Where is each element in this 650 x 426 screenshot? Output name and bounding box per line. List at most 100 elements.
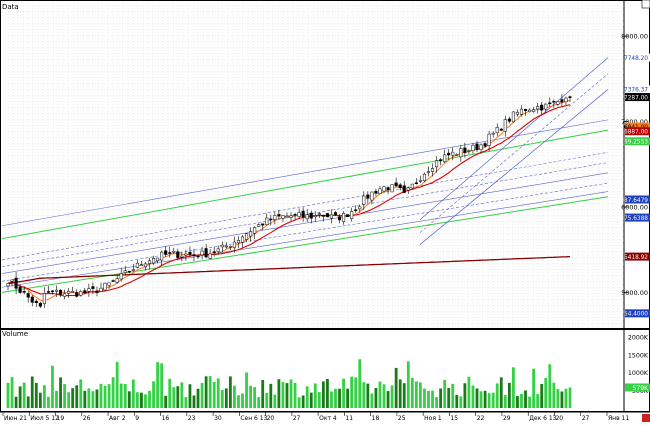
candle-body <box>370 191 374 201</box>
volume-bar <box>382 384 386 408</box>
candle-body <box>75 292 79 297</box>
candle-body <box>228 246 232 248</box>
candle-body <box>329 214 334 219</box>
volume-bar <box>38 392 42 408</box>
candle-body <box>38 302 42 307</box>
volume-bar <box>26 396 30 408</box>
candle-body <box>184 253 188 256</box>
volume-bar <box>390 385 394 408</box>
candle-body <box>378 188 382 194</box>
price-tag-label: 7287.00 <box>624 95 648 101</box>
candle-body <box>67 290 71 294</box>
volume-bar <box>196 388 200 408</box>
volume-bar <box>131 379 135 408</box>
candle-body <box>556 101 560 105</box>
candle-body <box>253 227 257 234</box>
candle-body <box>435 160 439 168</box>
candle-body <box>568 96 572 98</box>
candle-body <box>487 133 491 146</box>
volume-bar <box>10 377 14 408</box>
candle-body <box>281 215 285 219</box>
volume-bar <box>378 381 382 408</box>
price-tag <box>625 195 650 204</box>
volume-tag-label: 579K <box>633 385 649 392</box>
channel-line-steep <box>419 57 609 221</box>
x-tick-label: Авг 2 <box>109 415 126 422</box>
candle-body <box>528 109 532 113</box>
volume-bar <box>208 376 212 408</box>
x-tick-label: 22 <box>477 415 485 422</box>
volume-bar <box>135 392 139 408</box>
volume-bar <box>87 388 91 408</box>
volume-bar <box>253 387 257 408</box>
volume-bar <box>475 388 479 408</box>
candle-body <box>172 251 176 253</box>
volume-bar <box>144 394 147 408</box>
volume-bar <box>386 391 390 408</box>
x-tick-label: 16 <box>162 415 170 422</box>
candle-body <box>325 213 329 218</box>
candle-body <box>208 253 212 259</box>
volume-bar <box>200 382 204 408</box>
candle-body <box>95 290 99 293</box>
volume-bar <box>338 388 341 408</box>
volume-bar <box>423 388 426 408</box>
volume-bar <box>34 382 38 408</box>
candle-body <box>273 215 277 220</box>
candle-body <box>499 128 503 131</box>
trend-lines <box>1 57 609 293</box>
candle-body <box>236 240 241 244</box>
volume-bar <box>511 367 515 408</box>
candle-body <box>406 187 410 191</box>
candle-body <box>50 290 55 293</box>
candle-body <box>147 260 152 264</box>
candle-body <box>317 213 321 215</box>
candle-body <box>91 286 95 289</box>
volume-bar <box>168 378 172 408</box>
price-tag-label: 6769.2553 <box>617 140 649 146</box>
volume-bar <box>548 364 552 408</box>
candle-body <box>309 212 313 219</box>
candle-body <box>14 277 18 289</box>
candle-body <box>350 211 354 220</box>
candle-body <box>495 127 499 133</box>
volume-bar <box>71 388 75 408</box>
x-tick-label: Окт 4 <box>319 415 337 422</box>
x-tick-label: 30 <box>214 415 222 422</box>
volume-bar <box>350 376 354 408</box>
volume-bar <box>540 383 544 408</box>
volume-bar <box>127 391 131 408</box>
volume-bar <box>362 382 366 408</box>
volume-bar <box>14 396 18 408</box>
candle-body <box>386 187 390 191</box>
candle-body <box>269 218 273 221</box>
volume-bar <box>148 390 151 408</box>
volume-bar <box>471 385 475 408</box>
volume-bar <box>91 391 95 408</box>
price-tag <box>625 93 650 102</box>
candle-body <box>180 255 184 258</box>
price-tag <box>625 213 650 222</box>
volume-bar <box>184 397 188 408</box>
volume-bar <box>59 377 62 408</box>
volume-bar <box>366 383 370 408</box>
candle-body <box>289 215 293 218</box>
volume-tick-label: 1500K <box>628 352 649 359</box>
price-tag <box>625 309 650 318</box>
volume-bar <box>79 379 83 408</box>
volume-bar <box>30 376 34 408</box>
volume-bar <box>188 384 192 408</box>
volume-bar <box>479 391 483 408</box>
volume-bar <box>342 378 345 408</box>
volume-bar <box>524 390 527 408</box>
candle-body <box>34 300 38 303</box>
candle-body <box>519 108 524 115</box>
candle-body <box>87 288 91 292</box>
volume-bar <box>463 383 467 408</box>
x-tick-label: Ноя 1 <box>424 415 442 422</box>
volume-bar <box>552 382 556 408</box>
volume-bar <box>95 389 99 408</box>
candle-body <box>313 215 317 217</box>
candle-body <box>83 290 87 293</box>
candle-body <box>451 151 455 156</box>
